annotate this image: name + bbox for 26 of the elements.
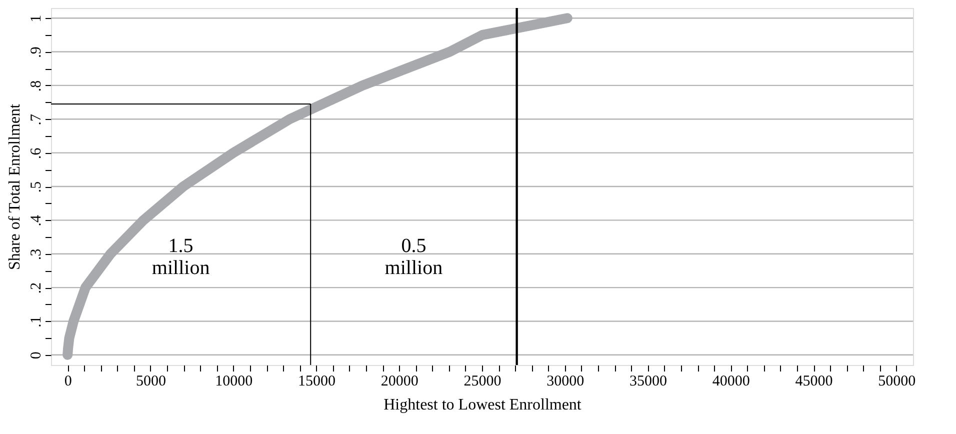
- x-tick-label: 0: [64, 374, 72, 390]
- x-tick-label: 20000: [380, 374, 418, 390]
- y-tick-label: .9: [28, 46, 44, 58]
- x-axis-title: Hightest to Lowest Enrollment: [384, 396, 582, 414]
- y-tick-label: .4: [28, 214, 44, 226]
- y-axis-title: Share of Total Enrollment: [6, 103, 24, 270]
- y-tick-label: .8: [28, 80, 44, 92]
- x-tick-label: 5000: [136, 374, 166, 390]
- x-tick-label: 25000: [464, 374, 502, 390]
- y-tick-label: .6: [28, 147, 44, 159]
- annotation: 0.5 million: [384, 235, 443, 279]
- y-tick-label: .5: [28, 181, 44, 193]
- y-tick-label: .3: [28, 248, 44, 260]
- annotation: 1.5 million: [152, 235, 210, 279]
- x-tick-label: 30000: [546, 374, 584, 390]
- x-tick-label: 50000: [878, 374, 916, 390]
- x-tick-label: 40000: [712, 374, 750, 390]
- y-tick-label: .7: [28, 114, 44, 126]
- x-tick-label: 15000: [298, 374, 336, 390]
- y-tick-label: .1: [28, 316, 44, 328]
- y-tick-label: 1: [28, 14, 44, 22]
- x-tick-label: 45000: [795, 374, 833, 390]
- x-tick-label: 35000: [630, 374, 668, 390]
- y-tick-label: 0: [28, 352, 44, 360]
- x-tick-label: 10000: [215, 374, 253, 390]
- y-tick-label: .2: [28, 282, 44, 294]
